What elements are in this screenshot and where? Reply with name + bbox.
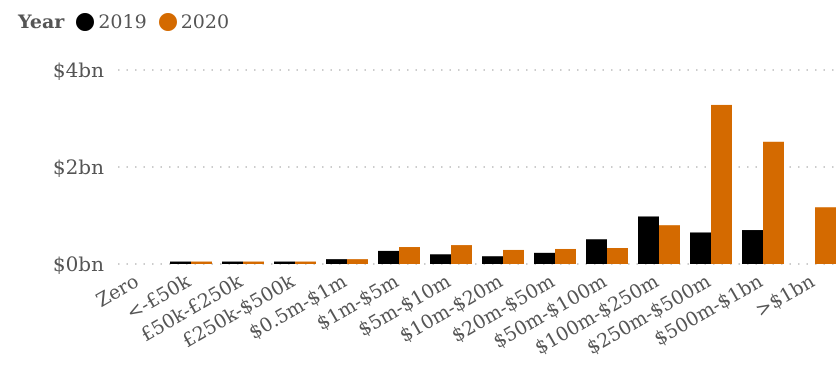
bar-2020-8[interactable] — [555, 248, 576, 264]
legend-label-2020: 2020 — [180, 11, 230, 33]
bar-2019-8[interactable] — [534, 252, 555, 264]
legend: Year 2019 2020 — [18, 9, 241, 35]
bar-2019-4[interactable] — [326, 259, 347, 264]
y-tick-label-0: $0bn — [53, 252, 104, 276]
legend-label-2019: 2019 — [98, 11, 147, 33]
bar-2019-5[interactable] — [378, 250, 399, 264]
bar-2020-12[interactable] — [763, 141, 784, 264]
bar-2020-7[interactable] — [503, 249, 524, 264]
bar-2019-11[interactable] — [690, 232, 711, 264]
legend-swatch-2020 — [158, 13, 177, 31]
bar-2020-6[interactable] — [451, 245, 472, 264]
x-axis: Zero<-£50k£50k-£250k£250k-$500k$0.5m-$1m… — [93, 270, 819, 359]
x-tick-label-13: >$1bn — [752, 270, 819, 321]
bar-2020-5[interactable] — [399, 247, 420, 264]
y-axis: $0bn $2bn $4bn — [53, 58, 104, 276]
bar-2020-1[interactable] — [191, 261, 212, 264]
bar-2020-3[interactable] — [295, 261, 316, 264]
bars — [170, 104, 836, 264]
y-tick-label-1: $2bn — [53, 155, 104, 179]
bar-2019-12[interactable] — [742, 230, 763, 264]
legend-item-2020[interactable]: 2020 — [158, 11, 230, 33]
bar-2019-1[interactable] — [170, 261, 191, 264]
legend-swatch-2019 — [76, 13, 95, 31]
bar-2019-10[interactable] — [638, 216, 659, 264]
legend-title: Year — [18, 11, 65, 33]
bar-2019-2[interactable] — [222, 261, 243, 264]
bar-2020-13[interactable] — [815, 207, 836, 264]
bar-2019-9[interactable] — [586, 239, 607, 264]
bar-2019-6[interactable] — [430, 254, 451, 264]
legend-item-2019[interactable]: 2019 — [76, 11, 147, 33]
bar-2020-9[interactable] — [607, 247, 628, 264]
bar-2020-4[interactable] — [347, 259, 368, 264]
bar-2019-7[interactable] — [482, 256, 503, 264]
y-tick-label-2: $4bn — [53, 58, 104, 82]
bar-2020-2[interactable] — [243, 261, 264, 264]
bar-2020-10[interactable] — [659, 225, 680, 264]
bar-2020-11[interactable] — [711, 104, 732, 264]
bar-2019-3[interactable] — [274, 261, 295, 264]
